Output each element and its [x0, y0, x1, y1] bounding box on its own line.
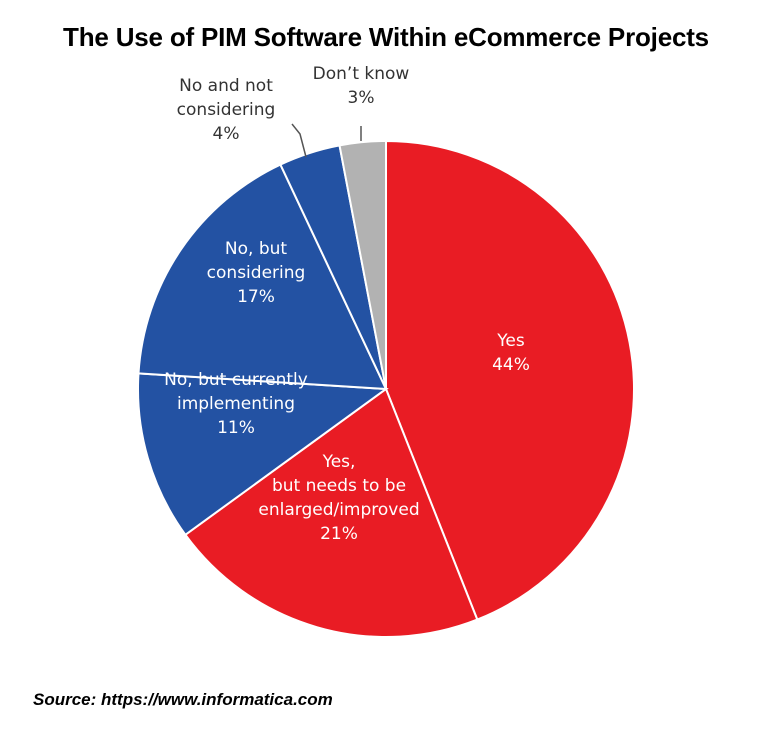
slice-value-label: 11% — [217, 418, 255, 438]
slice-label-1: Yes 44% — [492, 331, 530, 375]
slice-category-label: Yes — [496, 331, 525, 351]
slice-category-label: considering — [207, 263, 306, 283]
pie-slice-1 — [385, 139, 635, 621]
slice-value-label: 21% — [320, 524, 358, 544]
slice-label-5: No and not considering 4% — [177, 76, 276, 144]
pie-slice-4 — [137, 163, 388, 391]
slice-category-label: but needs to be — [272, 476, 406, 496]
slice-category-label: No, but — [225, 239, 287, 259]
chart-title: The Use of PIM Software Within eCommerce… — [63, 22, 709, 52]
slice-value-label: 17% — [237, 287, 275, 307]
leader-lines — [291, 123, 362, 158]
pie-slice-2 — [183, 387, 479, 638]
slice-category-label: Yes, — [322, 452, 356, 472]
leader-line-5 — [291, 123, 307, 158]
slice-labels: Yes 44% Yes, but needs to be enlarged/improv… — [164, 64, 530, 544]
slice-category-label: Don’t know — [313, 64, 410, 84]
slice-label-3: No, but currently implementing 11% — [164, 370, 308, 438]
slice-value-label: 44% — [492, 355, 530, 375]
slice-category-label: implementing — [177, 394, 295, 414]
slice-label-6: Don’t know 3% — [313, 64, 410, 108]
pie-slices — [137, 139, 635, 638]
pie-chart: Yes 44% Yes, but needs to be enlarged/improv… — [137, 64, 635, 638]
slice-value-label: 3% — [348, 88, 375, 108]
slice-label-4: No, but considering 17% — [207, 239, 306, 307]
slice-category-label: No and not — [179, 76, 273, 96]
pie-slice-3 — [137, 372, 389, 537]
slice-value-label: 4% — [213, 124, 240, 144]
pie-slice-6 — [338, 139, 387, 390]
slice-category-label: No, but currently — [164, 370, 308, 390]
slice-label-2: Yes, but needs to be enlarged/improved 21% — [258, 452, 419, 544]
slice-category-label: enlarged/improved — [258, 500, 419, 520]
slice-category-label: considering — [177, 100, 276, 120]
source-credit: Source: https://www.informatica.com — [33, 690, 333, 709]
